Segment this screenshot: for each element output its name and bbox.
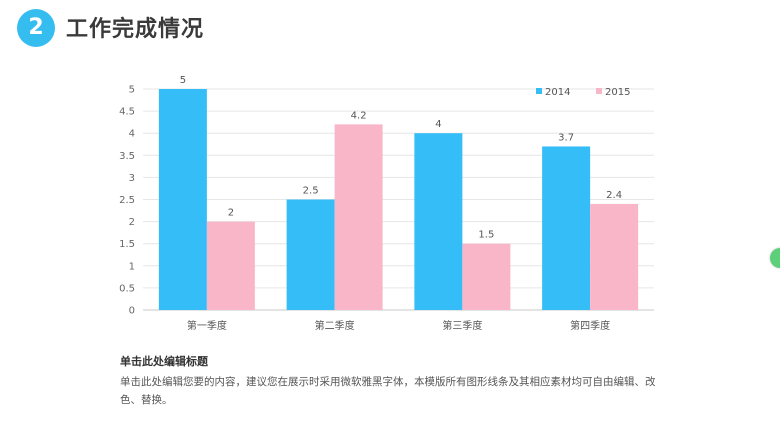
legend-label: 2014	[545, 87, 570, 98]
bar-2015	[462, 243, 511, 310]
data-label: 2.5	[303, 186, 319, 197]
data-label: 4.2	[351, 110, 367, 121]
y-tick-label: 0	[129, 306, 135, 317]
data-label: 5	[180, 75, 186, 86]
caption-title: 单击此处编辑标题	[120, 355, 208, 368]
data-label: 1.5	[478, 230, 494, 241]
bar-2015	[334, 124, 383, 310]
legend-swatch	[536, 88, 542, 94]
data-label: 2.4	[606, 190, 622, 201]
y-tick-label: 3	[129, 173, 135, 184]
x-tick-label: 第一季度	[187, 319, 227, 332]
y-tick-label: 2	[129, 217, 135, 228]
chart-bars: 5 2 2.5 4.2 4 1.5 3.7 2.4	[158, 75, 639, 310]
bar-2014	[286, 199, 335, 310]
legend-label: 2015	[605, 87, 630, 98]
y-tick-label: 4	[129, 129, 135, 140]
data-label: 4	[435, 119, 441, 130]
x-tick-label: 第三季度	[442, 319, 482, 332]
y-axis: 0 0.5 1 1.5 2 2.5 3 3.5 4 4.5 5	[119, 85, 135, 317]
side-tab-button[interactable]	[770, 248, 780, 268]
y-tick-label: 5	[129, 85, 135, 96]
y-tick-label: 2.5	[119, 195, 135, 206]
legend-swatch	[596, 88, 602, 94]
data-label: 3.7	[558, 132, 574, 143]
x-tick-label: 第四季度	[570, 319, 610, 332]
y-tick-label: 4.5	[119, 107, 135, 118]
bar-2014	[158, 89, 207, 310]
chart-legend: 2014 2015	[536, 87, 630, 98]
x-tick-label: 第二季度	[315, 319, 355, 332]
y-tick-label: 1.5	[119, 239, 135, 250]
section-number-badge: 2	[17, 9, 55, 47]
x-axis: 第一季度 第二季度 第三季度 第四季度	[187, 319, 610, 332]
y-tick-label: 1	[129, 261, 135, 272]
y-tick-label: 0.5	[119, 283, 135, 294]
bar-2014	[542, 146, 591, 310]
caption-body: 单击此处编辑您要的内容，建议您在展示时采用微软雅黑字体，本模版所有图形线条及其相…	[120, 376, 656, 406]
y-tick-label: 3.5	[119, 151, 135, 162]
page-title: 工作完成情况	[66, 17, 205, 42]
bar-2015	[590, 203, 639, 310]
bar-2014	[414, 133, 463, 310]
data-label: 2	[228, 208, 234, 219]
quarterly-bar-chart: 0 0.5 1 1.5 2 2.5 3 3.5 4 4.5 5 5 2 2.5 4.2 4 1.5 3.7 2.4…	[119, 75, 654, 332]
bar-2015	[206, 221, 255, 310]
